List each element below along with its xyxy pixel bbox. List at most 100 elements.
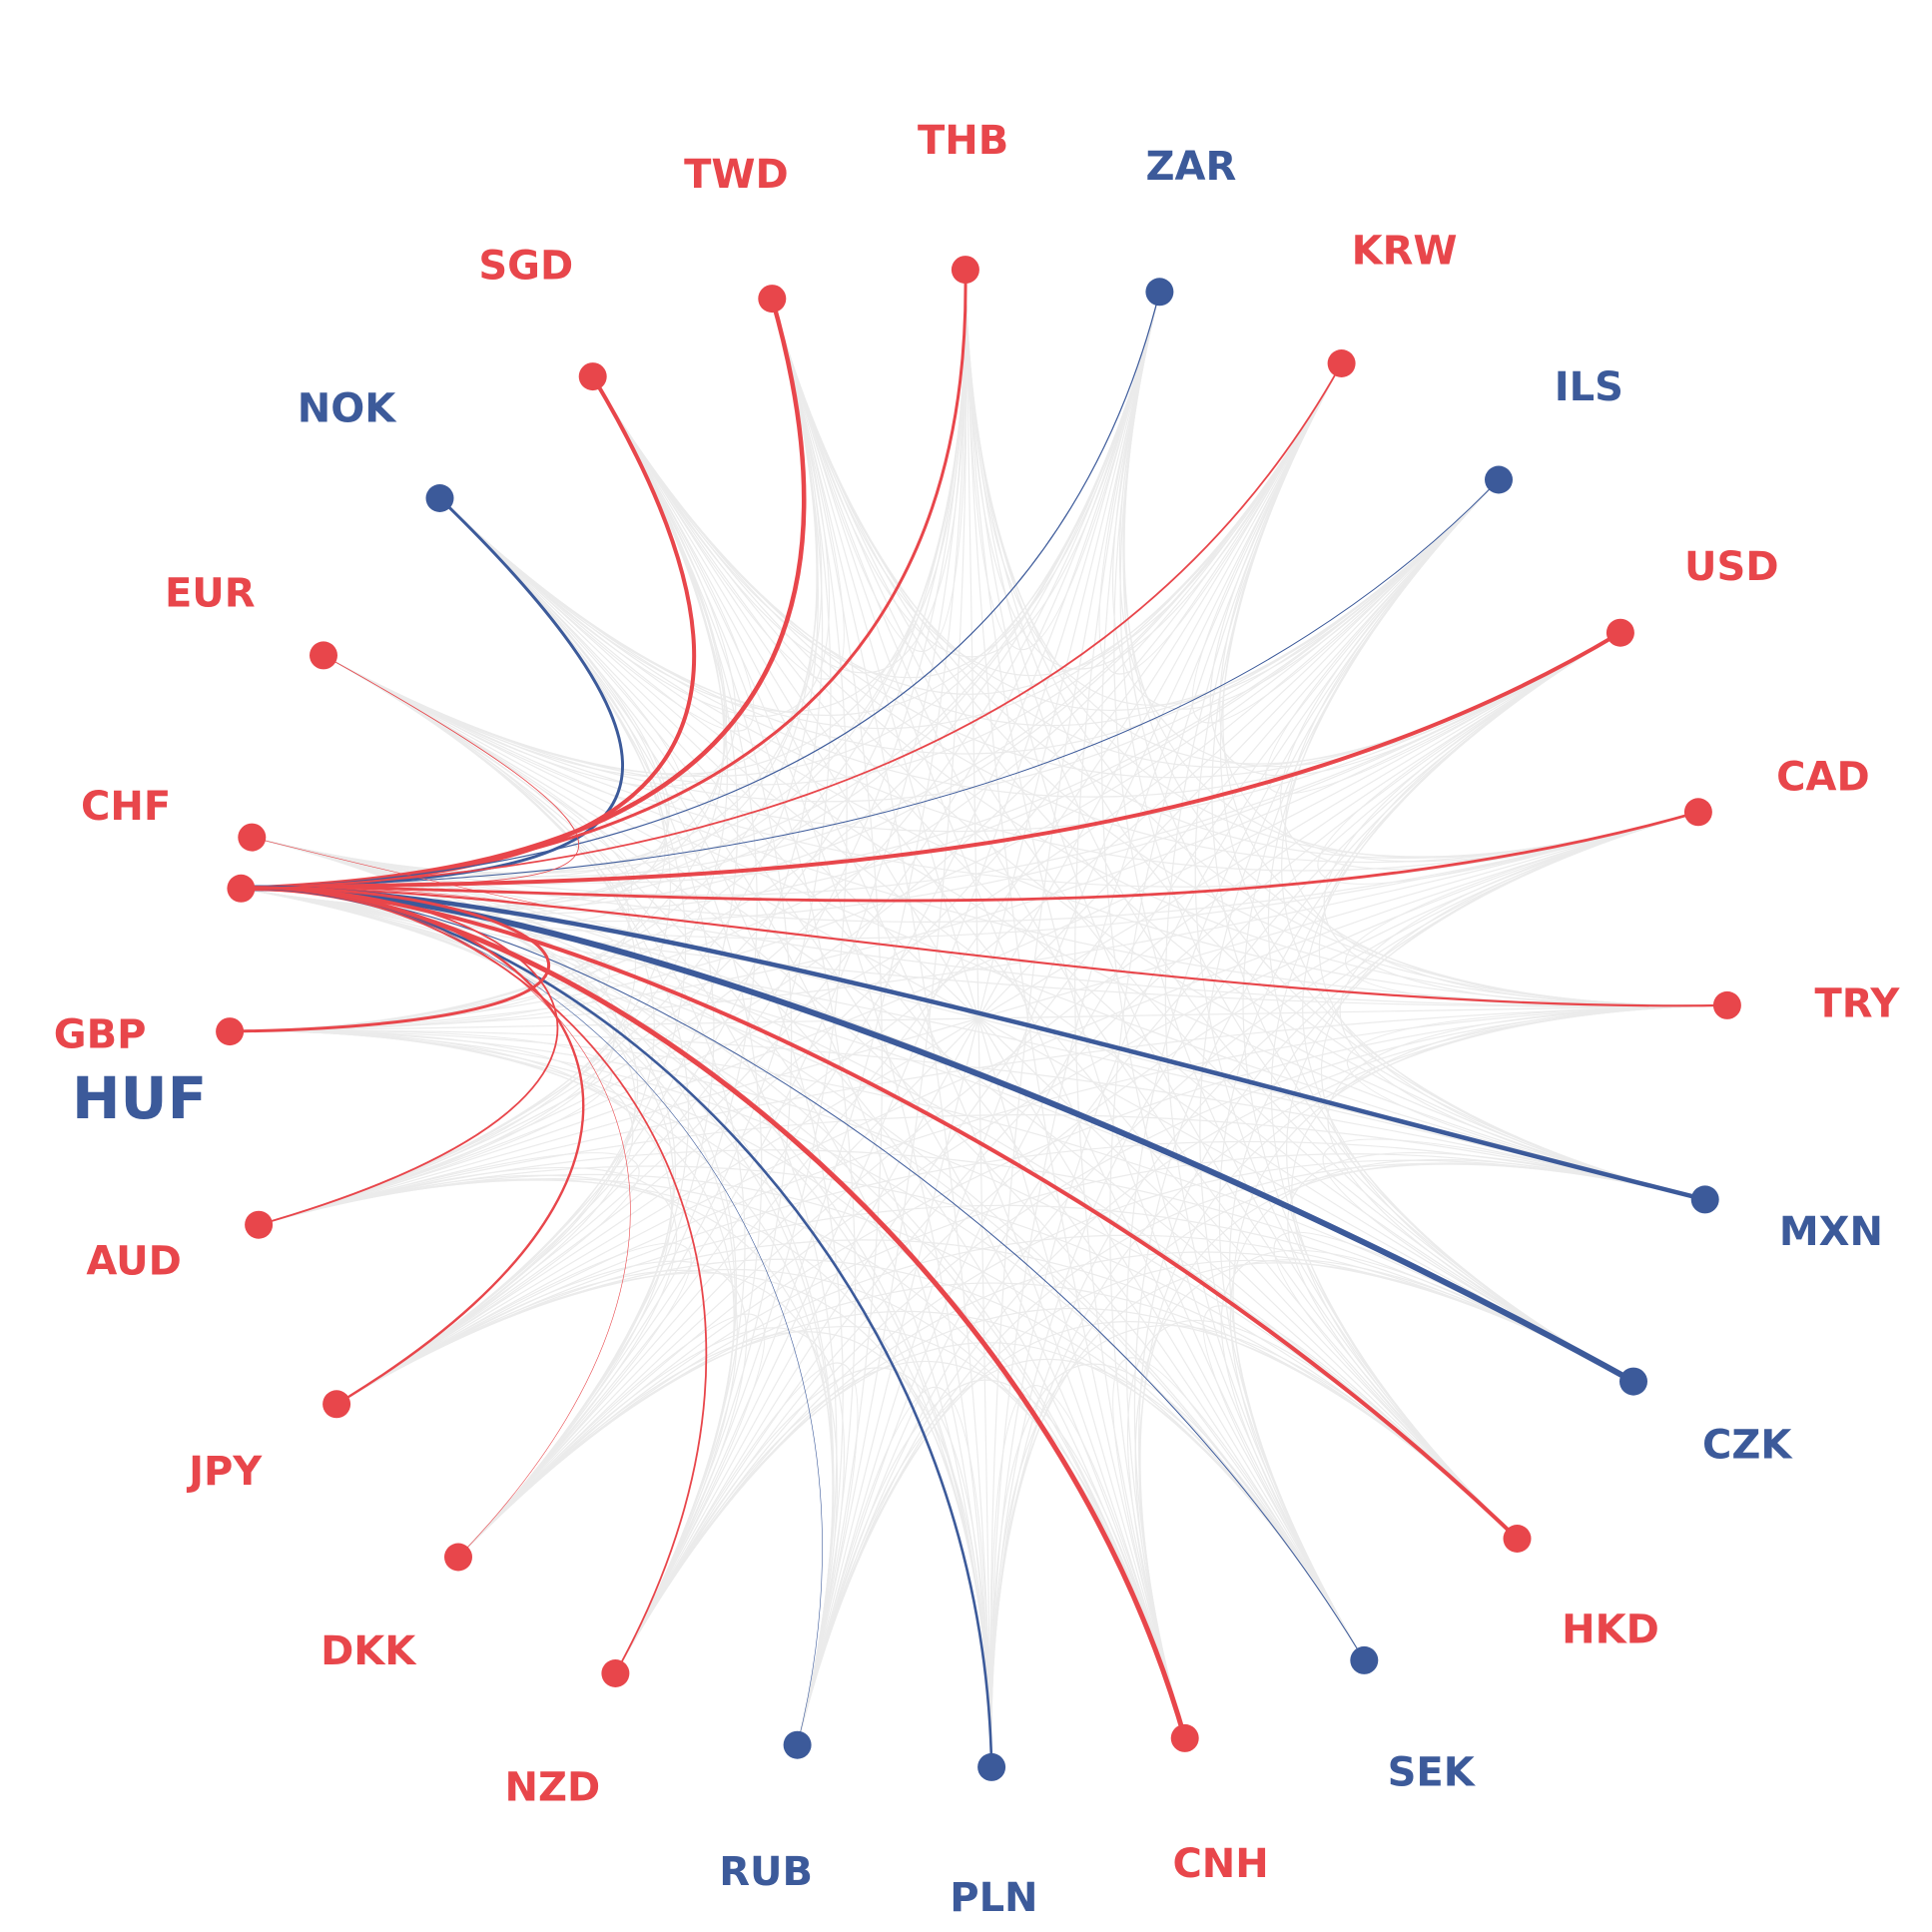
background-edge: [797, 1321, 1518, 1745]
background-edge: [258, 654, 637, 1226]
background-edge: [230, 1030, 673, 1558]
background-edge: [592, 375, 1699, 864]
background-edge: [797, 1259, 1634, 1745]
edge-huf-try: [240, 887, 1728, 1007]
background-edge: [241, 888, 615, 1226]
background-edge: [252, 375, 728, 879]
background-edge: [797, 1379, 1186, 1745]
background-edge: [592, 375, 1500, 727]
background-edge: [241, 888, 1186, 1739]
background-edge: [258, 1174, 738, 1674]
edge-huf-hkd: [239, 886, 1520, 1541]
node-krw: [1327, 349, 1356, 377]
label-try: TRY: [1814, 981, 1900, 1027]
background-edge: [1113, 292, 1518, 1540]
background-edge: [258, 632, 1621, 1226]
label-aud: AUD: [86, 1239, 181, 1285]
label-usd: USD: [1684, 544, 1779, 590]
label-nok: NOK: [298, 386, 397, 432]
node-eur: [310, 641, 337, 670]
edge-huf-jpy: [240, 887, 585, 1406]
background-edge: [771, 298, 992, 1767]
label-thb: THB: [918, 118, 1008, 164]
node-mxn: [1690, 1185, 1719, 1214]
node-try: [1712, 990, 1741, 1019]
edge-huf-cad: [240, 810, 1700, 903]
background-edge: [1270, 632, 1621, 1540]
node-czk: [1619, 1367, 1647, 1396]
background-edge: [252, 837, 1727, 1007]
node-twd: [758, 285, 787, 314]
node-gbp: [216, 1017, 245, 1046]
background-edge: [241, 888, 1705, 1200]
edge-huf-chf: [241, 837, 556, 909]
currency-labels: NOK SGD TWD THB ZAR KRW ILS USD CAD TRY MXN CZK HKD S…: [54, 118, 1901, 1921]
background-edge: [1281, 479, 1705, 1200]
background-edge: [990, 1363, 1365, 1767]
background-edge: [241, 888, 636, 1405]
edge-huf-nok: [239, 496, 625, 891]
background-edge: [335, 298, 824, 1405]
label-zar: ZAR: [1146, 144, 1237, 190]
background-edge: [1322, 1138, 1705, 1383]
background-edge: [252, 654, 635, 899]
node-rub: [783, 1730, 812, 1759]
edge-huf-ils: [240, 479, 1500, 890]
background-edge: [241, 888, 1634, 1383]
background-edge: [252, 837, 639, 1405]
background-edge: [439, 497, 844, 1745]
edge-huf-cnh: [238, 886, 1188, 1741]
background-edge: [439, 270, 966, 713]
edge-huf-eur: [241, 655, 580, 890]
label-eur: EUR: [165, 570, 256, 616]
background-edge: [322, 654, 1365, 1661]
background-edge: [230, 632, 1621, 1032]
label-pln: PLN: [950, 1875, 1037, 1921]
background-edge: [797, 1358, 1365, 1745]
background-edge: [252, 632, 1621, 897]
background-edge: [1229, 1158, 1705, 1661]
background-edge: [322, 654, 690, 1558]
node-usd: [1606, 618, 1634, 647]
label-rub: RUB: [719, 1849, 813, 1895]
label-sgd: SGD: [478, 244, 573, 290]
background-edge: [322, 362, 1343, 786]
background-edge: [252, 362, 1343, 878]
background-edge: [1134, 1259, 1634, 1739]
label-krw: KRW: [1352, 228, 1458, 274]
background-edge: [457, 1326, 1186, 1739]
node-ils: [1485, 465, 1513, 494]
background-edge: [614, 479, 1500, 1674]
background-edge: [592, 292, 1160, 679]
background-edge: [797, 1386, 992, 1767]
background-edge: [230, 1030, 735, 1674]
background-edge: [439, 497, 1634, 1383]
background-edge: [1346, 1004, 1727, 1200]
label-cnh: CNH: [1172, 1841, 1268, 1887]
node-zar: [1145, 278, 1174, 307]
label-mxn: MXN: [1779, 1209, 1883, 1255]
background-edge: [1286, 811, 1699, 1540]
label-dkk: DKK: [321, 1628, 417, 1674]
background-edge: [990, 1262, 1634, 1767]
edge-huf-gbp: [228, 886, 550, 1033]
background-edges: [230, 270, 1727, 1767]
background-edge: [1211, 362, 1634, 1383]
background-edge: [1219, 362, 1699, 863]
node-jpy: [322, 1390, 351, 1419]
currency-nodes: [216, 256, 1741, 1781]
background-edge: [258, 1114, 1705, 1226]
background-edge: [241, 888, 675, 1558]
background-edge: [335, 1242, 692, 1558]
background-edge: [258, 1173, 1365, 1661]
background-edge: [258, 479, 1500, 1226]
background-edge: [335, 1004, 1727, 1405]
background-edge: [322, 654, 655, 1405]
label-gbp: GBP: [54, 1011, 147, 1057]
node-chf: [238, 823, 267, 852]
background-edge: [614, 632, 1621, 1674]
background-edge: [965, 270, 1160, 651]
background-edge: [457, 362, 1343, 1558]
label-czk: CZK: [1702, 1423, 1793, 1469]
